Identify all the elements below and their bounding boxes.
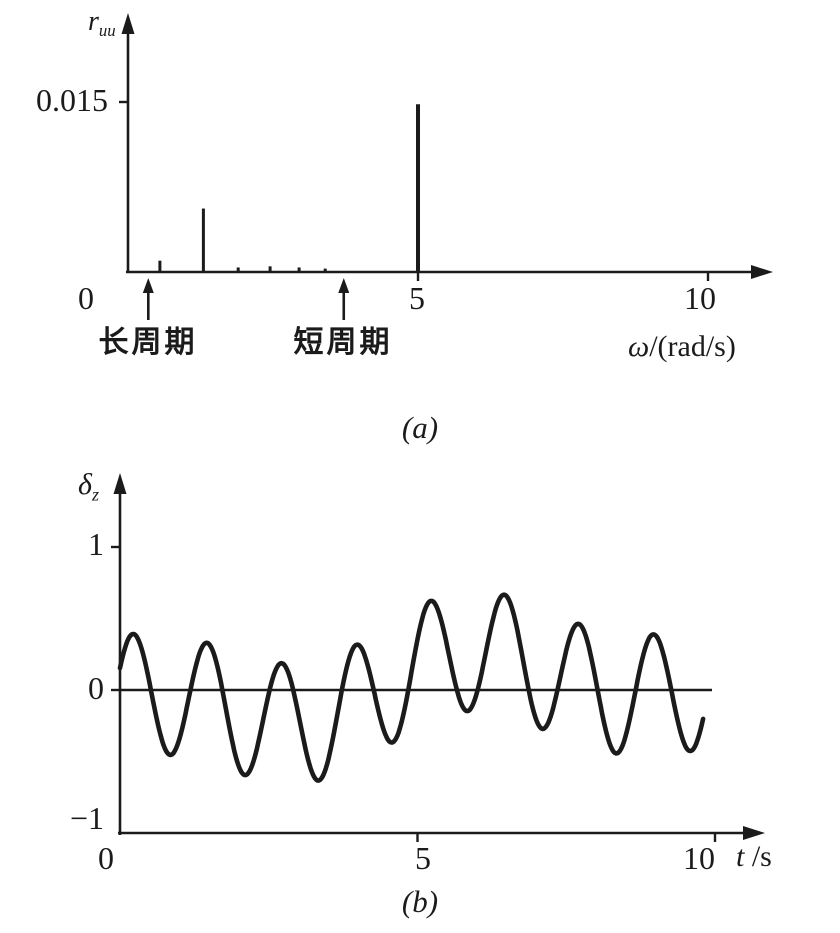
spectrum-y-axis-symbol: r [88,6,99,37]
spectrum-xtick-10: 10 [684,280,716,316]
caption-a: (a) [401,410,439,445]
time-history-x-axis-units: /s [744,840,772,873]
spectrum-y-axis-title: ruu [88,8,116,40]
spectrum-origin-label: 0 [78,280,94,316]
spectrum-x-axis-units: /(rad/s) [649,330,736,363]
time-history-y-axis-title: δz [78,468,99,505]
time-history-x-axis-title: t /s [736,842,772,872]
spectrum-y-axis-subscript: uu [98,20,116,40]
time-history-xtick-5: 5 [415,840,431,876]
spectrum-x-axis-title: ω/(rad/s) [628,332,736,362]
delta-symbol: δ [78,468,92,501]
time-history-chart-svg [111,473,765,842]
annotation-short-period-label: 短周期 [293,326,393,359]
time-history-y-axis-subscript: z [91,484,99,505]
time-history-xtick-0: 0 [98,840,114,876]
caption-b: (b) [401,884,439,919]
time-history-xtick-10: 10 [683,840,715,876]
spectrum-xtick-5: 5 [409,280,425,316]
time-history-ytick-neg1: −1 [69,800,104,836]
spectrum-chart-svg [119,13,773,320]
time-history-ytick-0: 0 [88,670,104,706]
time-history-ytick-1: 1 [88,526,104,562]
omega-symbol: ω [628,330,650,363]
t-symbol: t [736,840,745,873]
annotation-long-period-label: 长周期 [98,326,198,359]
spectrum-ytick-0015: 0.015 [36,82,108,118]
